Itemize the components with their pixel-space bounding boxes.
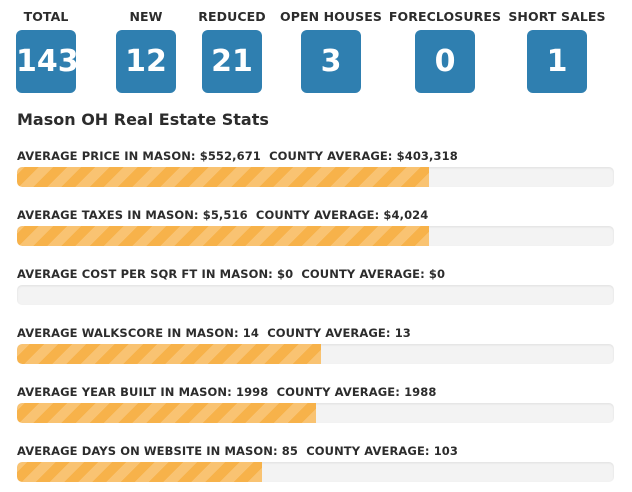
metric-local-value: AVERAGE PRICE IN MASON: $552,671: [17, 149, 261, 163]
metric-cost-per-sqft: AVERAGE COST PER SQR FT IN MASON: $0 COU…: [17, 266, 614, 305]
metric-county-value: COUNTY AVERAGE: 13: [259, 326, 411, 340]
stat-reduced[interactable]: REDUCED 21: [172, 8, 292, 93]
progress-track: [17, 344, 614, 364]
stat-label: TOTAL: [23, 9, 69, 24]
metric-county-value: COUNTY AVERAGE: $4,024: [247, 208, 429, 222]
stat-value-box[interactable]: 21: [202, 30, 262, 93]
metric-local-value: AVERAGE YEAR BUILT IN MASON: 1998: [17, 385, 269, 399]
stat-value-box[interactable]: 143: [16, 30, 79, 93]
stat-label: FORECLOSURES: [388, 9, 502, 24]
progress-track: [17, 167, 614, 187]
metric-average-price: AVERAGE PRICE IN MASON: $552,671 COUNTY …: [17, 148, 614, 187]
progress-track: [17, 462, 614, 482]
metric-county-value: COUNTY AVERAGE: $0: [293, 267, 446, 281]
metric-label: AVERAGE YEAR BUILT IN MASON: 1998 COUNTY…: [17, 384, 614, 400]
stat-label: SHORT SALES: [508, 9, 606, 24]
metric-local-value: AVERAGE COST PER SQR FT IN MASON: $0: [17, 267, 294, 281]
progress-fill: [17, 167, 429, 187]
metric-label: AVERAGE WALKSCORE IN MASON: 14 COUNTY AV…: [17, 325, 614, 341]
metric-label: AVERAGE PRICE IN MASON: $552,671 COUNTY …: [17, 148, 614, 164]
metric-walkscore: AVERAGE WALKSCORE IN MASON: 14 COUNTY AV…: [17, 325, 614, 364]
metric-year-built: AVERAGE YEAR BUILT IN MASON: 1998 COUNTY…: [17, 384, 614, 423]
stat-open-houses[interactable]: OPEN HOUSES 3: [271, 8, 391, 93]
metric-label: AVERAGE TAXES IN MASON: $5,516 COUNTY AV…: [17, 207, 614, 223]
metric-local-value: AVERAGE TAXES IN MASON: $5,516: [17, 208, 248, 222]
metric-county-value: COUNTY AVERAGE: 103: [298, 444, 459, 458]
stat-label: REDUCED: [198, 9, 266, 24]
metric-label: AVERAGE DAYS ON WEBSITE IN MASON: 85 COU…: [17, 443, 614, 459]
metric-average-taxes: AVERAGE TAXES IN MASON: $5,516 COUNTY AV…: [17, 207, 614, 246]
stat-value-box[interactable]: 3: [301, 30, 361, 93]
stat-label: NEW: [129, 9, 163, 24]
stat-new[interactable]: NEW 12: [86, 8, 206, 93]
stat-label: OPEN HOUSES: [279, 9, 383, 24]
metric-local-value: AVERAGE WALKSCORE IN MASON: 14: [17, 326, 259, 340]
progress-fill: [17, 226, 429, 246]
stat-short-sales[interactable]: SHORT SALES 1: [497, 8, 617, 93]
stat-total[interactable]: TOTAL 143: [0, 8, 106, 93]
metric-days-on-website: AVERAGE DAYS ON WEBSITE IN MASON: 85 COU…: [17, 443, 614, 482]
section-title: Mason OH Real Estate Stats: [17, 110, 269, 129]
stats-summary: TOTAL 143 NEW 12 REDUCED 21 OPEN HOUSES …: [0, 8, 632, 98]
progress-track: [17, 285, 614, 305]
progress-fill: [17, 403, 316, 423]
progress-track: [17, 403, 614, 423]
stat-value-box[interactable]: 1: [527, 30, 587, 93]
progress-fill: [17, 462, 262, 482]
metric-county-value: COUNTY AVERAGE: $403,318: [260, 149, 458, 163]
progress-track: [17, 226, 614, 246]
metric-label: AVERAGE COST PER SQR FT IN MASON: $0 COU…: [17, 266, 614, 282]
metric-local-value: AVERAGE DAYS ON WEBSITE IN MASON: 85: [17, 444, 299, 458]
metric-county-value: COUNTY AVERAGE: 1988: [268, 385, 437, 399]
stat-foreclosures[interactable]: FORECLOSURES 0: [385, 8, 505, 93]
progress-fill: [17, 344, 322, 364]
stat-value-box[interactable]: 12: [116, 30, 176, 93]
stat-value-box[interactable]: 0: [415, 30, 475, 93]
